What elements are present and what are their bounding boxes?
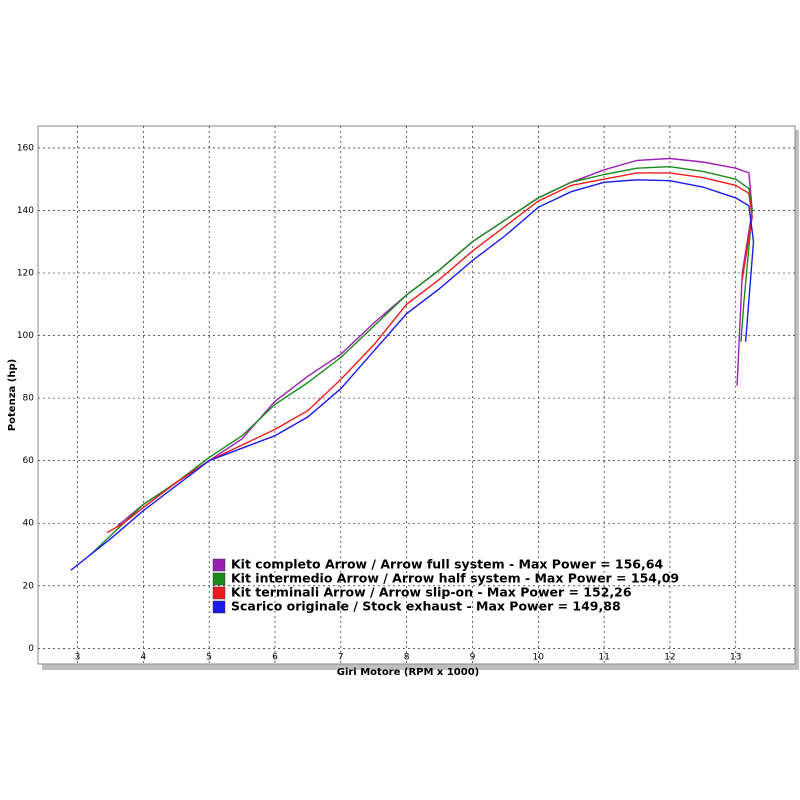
legend-label: Kit completo Arrow / Arrow full system -…	[231, 557, 663, 572]
series-line	[90, 165, 753, 556]
x-axis-title: Giri Motore (RPM x 1000)	[337, 667, 480, 678]
y-tick-label: 60	[23, 456, 35, 466]
y-axis-title: Potenza (hp)	[7, 359, 18, 431]
y-tick-label: 20	[23, 581, 35, 591]
lines	[70, 157, 755, 571]
y-tick-label: 0	[28, 644, 34, 654]
y-tick-label: 40	[23, 519, 35, 529]
series-line	[70, 179, 755, 571]
legend-swatch	[212, 600, 226, 614]
legend: Kit completo Arrow / Arrow full system -…	[212, 557, 679, 614]
y-tick-label: 80	[23, 394, 35, 404]
y-tick-label: 140	[17, 206, 34, 216]
y-tick-label: 120	[17, 269, 34, 279]
y-tick-label: 100	[17, 331, 34, 341]
legend-label: Kit intermedio Arrow / Arrow half system…	[231, 571, 679, 586]
y-tick-label: 160	[17, 143, 34, 153]
plot-frame	[37, 125, 796, 665]
legend-swatch	[212, 586, 226, 600]
legend-swatch	[212, 572, 226, 586]
legend-label: Scarico originale / Stock exhaust - Max …	[231, 599, 621, 614]
legend-label: Kit terminali Arrow / Arrow slip-on - Ma…	[231, 585, 632, 600]
legend-swatch	[212, 558, 226, 572]
